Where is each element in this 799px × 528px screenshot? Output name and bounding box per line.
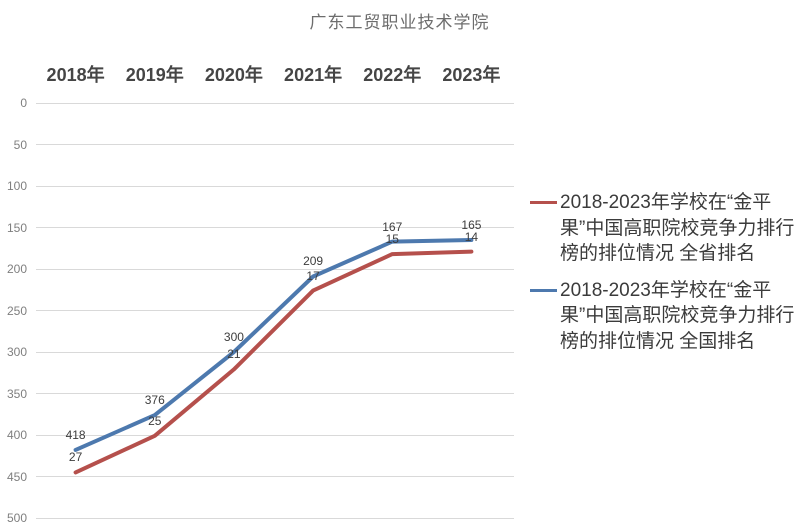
y-axis-tick-label: 300 (6, 345, 27, 359)
data-label-provincial-rank: 27 (68, 450, 83, 465)
legend-label-provincial-rank: 2018-2023年学校在“金平果”中国高职院校竞争力排行榜的排位情况 全省排名 (560, 192, 795, 264)
gridline (36, 185, 514, 187)
x-axis-label: 2020年 (204, 65, 263, 85)
gridline (36, 227, 514, 228)
gridline (36, 268, 514, 270)
y-axis-tick-label: 350 (6, 386, 27, 401)
legend-item-national-rank: 2018-2023年学校在“金平果”中国高职院校竞争力排行榜的排位情况 全国排名 (530, 278, 796, 355)
data-label-national-rank: 376 (144, 393, 165, 408)
gridline (36, 393, 514, 394)
legend-line-swatch-provincial-icon (530, 201, 557, 204)
y-axis-tick-label: 0 (20, 96, 27, 110)
data-label-national-rank: 300 (223, 330, 244, 344)
y-axis-tick-label: 200 (6, 262, 27, 276)
x-axis-label: 2018年 (46, 65, 105, 85)
data-label-national-rank: 167 (382, 219, 403, 234)
data-label-national-rank: 418 (65, 427, 86, 442)
legend-item-provincial-rank: 2018-2023年学校在“金平果”中国高职院校竞争力排行榜的排位情况 全省排名 (530, 190, 796, 267)
data-label-provincial-rank: 14 (464, 229, 479, 244)
data-label-provincial-rank: 15 (385, 232, 399, 247)
gridline (36, 517, 514, 519)
y-axis-tick-label: 400 (6, 428, 27, 442)
x-axis-label: 2019年 (125, 65, 184, 85)
legend: 2018-2023年学校在“金平果”中国高职院校竞争力排行榜的排位情况 全省排名… (530, 190, 796, 365)
data-label-provincial-rank: 25 (148, 413, 162, 428)
line-national-rank (73, 238, 474, 452)
data-label-provincial-rank: 17 (306, 268, 320, 283)
gridline (36, 102, 514, 104)
y-axis-tick-label: 250 (6, 303, 27, 318)
line-provincial-rank (73, 249, 474, 475)
data-label-national-rank: 165 (461, 217, 482, 232)
gridline (36, 351, 514, 353)
gridline (36, 434, 514, 436)
data-label-national-rank: 209 (303, 254, 324, 269)
legend-label-national-rank: 2018-2023年学校在“金平果”中国高职院校竞争力排行榜的排位情况 全国排名 (560, 279, 795, 352)
gridline (36, 476, 514, 477)
data-label-provincial-rank: 21 (227, 347, 241, 362)
y-axis-tick-label: 450 (6, 469, 27, 484)
y-axis-tick-label: 50 (13, 137, 27, 152)
chart-title: 广东工贸职业技术学院 (309, 13, 490, 32)
x-axis-label: 2021年 (284, 65, 343, 85)
x-axis-label: 2022年 (363, 65, 422, 85)
x-axis-label: 2023年 (442, 65, 501, 85)
y-axis-tick-label: 100 (6, 179, 27, 193)
gridline (36, 144, 514, 145)
y-axis-tick-label: 150 (6, 220, 27, 235)
legend-line-swatch-national-icon (530, 288, 557, 292)
y-axis-tick-label: 500 (6, 511, 27, 525)
